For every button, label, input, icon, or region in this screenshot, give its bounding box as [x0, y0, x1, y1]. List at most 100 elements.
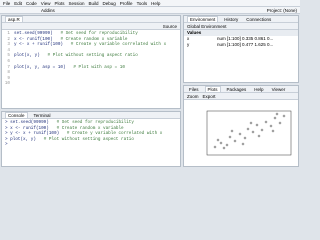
editor-tabs: asp.R	[2, 16, 180, 23]
console-line: > x <- runif(100) # Create random x vari…	[5, 126, 177, 132]
tab[interactable]: History	[224, 16, 239, 22]
env-row: y num [1:100] 0.477 1.625 0...	[187, 42, 295, 48]
plots: Files Plots Packages Help Viewer Zoom Export	[183, 85, 299, 167]
console: Console Terminal > set.seed(99999) # Set …	[1, 111, 181, 167]
code-text: x <- runif(100)	[14, 36, 53, 42]
env-rows: x num [1:100] 0.335 0.861 0... y num [1:100…	[184, 36, 298, 48]
menu-item[interactable]: View	[40, 0, 51, 6]
menu-item[interactable]: Edit	[14, 0, 23, 6]
env-toolbar: Global Environment	[184, 23, 298, 30]
line-number: 5	[7, 53, 10, 59]
env-value: num [1:100] 0.335 0.861 0...	[217, 36, 274, 41]
menu-item[interactable]: Tools	[136, 0, 148, 6]
console-comment: # Set seed for reproducibility	[56, 120, 134, 125]
editor: asp.R Source 1 set.seed(99999) # Set seed…	[1, 15, 181, 109]
plot-image	[206, 110, 292, 156]
line-number: 1	[7, 31, 10, 36]
tab[interactable]: Files	[189, 86, 199, 92]
line-number: 3	[7, 42, 10, 48]
code-line: 6	[2, 59, 180, 65]
line-number: 2	[7, 36, 10, 42]
source-button[interactable]: Source	[162, 23, 177, 29]
console-code: > y <- x + runif(100)	[5, 131, 60, 137]
tab[interactable]: Packages	[226, 86, 247, 92]
section: Values	[184, 30, 298, 36]
menu-item[interactable]: File	[3, 0, 11, 6]
code-line: 8	[2, 70, 180, 76]
points	[213, 112, 286, 150]
code-line: 5 plot(x, y) # Plot without setting aspec…	[2, 53, 180, 59]
console-code: > plot(x, y)	[5, 136, 36, 142]
console-code: > x <- runif(100)	[5, 125, 49, 131]
addins[interactable]: Addins	[41, 7, 55, 13]
editor-toolbar: Source	[2, 23, 180, 30]
console-code: >	[5, 142, 8, 148]
env-name: x	[187, 36, 190, 41]
code: 1 set.seed(99999) # Set seed for reproduc…	[2, 30, 180, 87]
tab[interactable]: Viewer	[271, 86, 286, 92]
console-tabs: Console Terminal	[2, 112, 180, 119]
rstudio: File Edit Code View Plots Session Build Debug Pr…	[0, 0, 300, 168]
code-line: 4	[2, 48, 180, 54]
project[interactable]: Project: (None)	[266, 7, 297, 13]
menu-item[interactable]: Profile	[119, 0, 133, 6]
tab[interactable]: Help	[254, 86, 264, 92]
comment: # Create y variable correlated with x	[70, 42, 167, 48]
line-number: 8	[7, 70, 10, 76]
menu-item[interactable]: Plots	[54, 0, 65, 6]
env-name: y	[187, 42, 190, 47]
console-output: > set.seed(99999) # Set seed for reprodu…	[2, 119, 180, 149]
console-line: > y <- x + runif(100) # Create y variabl…	[5, 131, 177, 137]
code-text: plot(x, y)	[14, 53, 40, 59]
comment: # Plot with asp = 10	[73, 64, 125, 70]
console-line: > plot(x, y) # Plot without setting aspe…	[5, 137, 177, 143]
line-number: 10	[4, 81, 10, 87]
code-text: plot(x, y, asp = 10)	[14, 64, 66, 70]
comment: # Plot without setting aspect ratio	[47, 53, 138, 59]
code-text: y <- x + runif(100)	[14, 42, 63, 48]
tab[interactable]: Environment	[187, 16, 219, 22]
toolbar: Addins Project: (None)	[0, 7, 300, 14]
code-text: set.seed(99999)	[14, 31, 53, 36]
menu-bar: File Edit Code View Plots Session Build Debug Pr…	[0, 0, 300, 7]
code-line: 10	[2, 81, 180, 87]
env-tabs: Environment History Connections	[184, 16, 298, 23]
console-comment: # Plot without setting aspect ratio	[43, 136, 134, 142]
console-line: > set.seed(99999) # Set seed for reprodu…	[5, 120, 177, 126]
files-tabs: Files Plots Packages Help Viewer	[184, 86, 298, 93]
console-comment: # Create y variable correlated with x	[66, 131, 163, 137]
menu-item[interactable]: Build	[88, 0, 99, 6]
menu-item[interactable]: Help	[151, 0, 161, 6]
plot-frame	[206, 110, 292, 156]
zoom[interactable]: Zoom	[187, 93, 199, 99]
env-row: x num [1:100] 0.335 0.861 0...	[187, 36, 295, 42]
export[interactable]: Export	[202, 93, 216, 99]
console-line: >	[5, 142, 177, 148]
tab[interactable]: Console	[5, 112, 28, 118]
code-line: 9	[2, 76, 180, 82]
comment: # Create random x variable	[60, 36, 128, 42]
tab[interactable]: Plots	[204, 86, 221, 92]
plot-toolbar: Zoom Export	[184, 93, 298, 100]
line-number: 4	[7, 47, 10, 53]
code-line: 3 y <- x + runif(100) # Create y variable…	[2, 42, 180, 48]
tab[interactable]: Terminal	[33, 112, 51, 118]
code-line: 1 set.seed(99999) # Set seed for reproduc…	[2, 31, 180, 37]
tab[interactable]: Connections	[246, 16, 272, 22]
page: {"menu": ["File", "Edit", "Code", "View"…	[0, 0, 300, 168]
editor-tab[interactable]: asp.R	[5, 16, 23, 22]
scope[interactable]: Global Environment	[187, 23, 227, 29]
comment: # Set seed for reproducibility	[60, 31, 138, 36]
menu-item[interactable]: Debug	[102, 0, 116, 6]
line-number: 9	[7, 75, 10, 81]
environment: Environment History Connections Global Env…	[183, 15, 299, 83]
console-comment: # Create random x variable	[56, 125, 124, 131]
menu-item[interactable]: Session	[68, 0, 85, 6]
menu-item[interactable]: Code	[26, 0, 37, 6]
code-line: 2 x <- runif(100) # Create random x varia…	[2, 37, 180, 43]
line-number: 6	[7, 58, 10, 64]
env-value: num [1:100] 0.477 1.625 0...	[217, 42, 274, 47]
code-line: 7 plot(x, y, asp = 10) # Plot with asp = …	[2, 65, 180, 71]
console-code: > set.seed(99999)	[5, 120, 49, 125]
line-number: 7	[7, 64, 10, 70]
